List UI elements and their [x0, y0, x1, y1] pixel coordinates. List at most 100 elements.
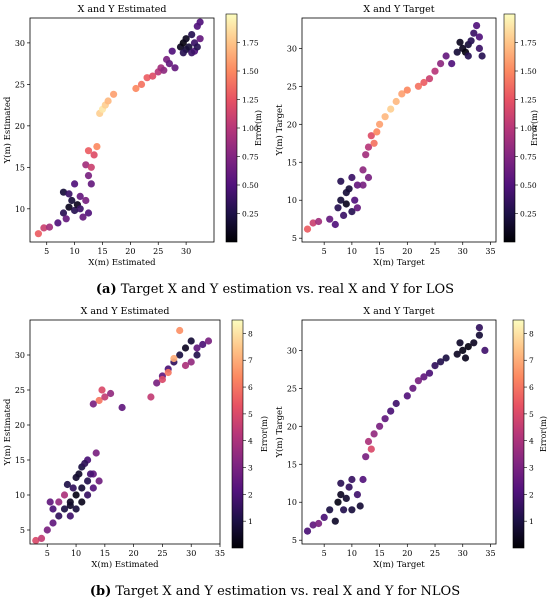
- data-point: [367, 132, 375, 140]
- x-tick-label: 20: [125, 247, 135, 256]
- data-point: [84, 172, 93, 180]
- data-point: [420, 373, 428, 381]
- data-point: [464, 343, 472, 351]
- data-point: [387, 407, 395, 415]
- data-point: [425, 369, 434, 377]
- colorbar-tick-label: 1: [529, 517, 534, 526]
- y-tick-label: 25: [15, 80, 25, 89]
- colorbar: [503, 13, 516, 243]
- colorbar-tick-label: 5: [248, 410, 253, 419]
- y-tick-label: 20: [15, 122, 25, 131]
- data-point: [331, 517, 339, 525]
- data-point: [82, 196, 90, 205]
- data-point: [89, 484, 97, 492]
- data-point: [362, 151, 370, 159]
- chart-title: X and Y Target: [363, 306, 434, 317]
- x-tick-label: 25: [430, 549, 440, 558]
- x-tick-label: 35: [215, 549, 225, 558]
- data-point: [84, 209, 93, 217]
- data-point: [475, 33, 483, 41]
- data-point: [181, 361, 190, 370]
- plot-frame: [29, 17, 215, 243]
- data-point: [132, 84, 140, 93]
- chart-title: X and Y Target: [363, 4, 434, 15]
- data-point: [72, 505, 80, 513]
- x-axis-label: X(m) Target: [373, 257, 425, 268]
- x-tick-label: 25: [153, 247, 163, 256]
- data-point: [87, 163, 95, 171]
- data-point: [181, 344, 190, 352]
- data-point: [348, 506, 356, 514]
- data-point: [60, 505, 69, 513]
- data-point: [345, 483, 353, 491]
- y-tick-label: 15: [287, 460, 297, 469]
- data-point: [362, 453, 370, 461]
- data-point: [475, 44, 483, 53]
- data-point: [414, 377, 422, 385]
- y-tick-label: 5: [292, 536, 297, 545]
- data-point: [60, 491, 69, 499]
- plot-frame: [301, 17, 497, 243]
- x-tick-label: 15: [97, 247, 107, 256]
- data-point: [78, 498, 86, 506]
- data-point: [196, 35, 204, 43]
- data-point: [76, 205, 84, 213]
- data-point: [59, 188, 68, 196]
- colorbar-tick-label: 1.00: [242, 124, 259, 133]
- data-point: [118, 403, 126, 412]
- chart-title: X and Y Estimated: [81, 306, 170, 317]
- x-tick-label: 5: [45, 549, 50, 558]
- colorbar-tick-label: 0.25: [242, 210, 259, 219]
- data-point: [470, 29, 478, 37]
- data-point: [337, 479, 345, 487]
- data-point: [49, 519, 57, 527]
- data-point: [101, 393, 109, 401]
- x-tick-label: 15: [100, 549, 110, 558]
- caption-b-label: (b): [89, 584, 112, 599]
- data-point: [170, 354, 178, 363]
- colorbar-tick-label: 0.75: [242, 153, 259, 162]
- colorbar-tick-label: 0.75: [520, 153, 537, 162]
- data-point: [182, 35, 190, 43]
- data-point: [403, 86, 411, 94]
- x-tick-label: 15: [375, 247, 385, 256]
- data-point: [475, 331, 483, 339]
- y-axis-label: Y(m) Target: [274, 104, 285, 157]
- colorbar: [225, 13, 238, 243]
- x-tick-label: 15: [375, 549, 385, 558]
- data-point: [95, 477, 103, 485]
- x-tick-label: 5: [44, 247, 49, 256]
- data-point: [414, 82, 422, 90]
- y-axis-label: Y(m) Estimated: [2, 96, 13, 164]
- colorbar-tick-label: 3: [248, 464, 253, 473]
- colorbar-tick-label: 7: [248, 356, 253, 365]
- chart-panel-1: X and Y Estimated 5 10 15 20 25 30 10 15 20 25 30 X(…: [2, 4, 263, 268]
- data-point: [104, 97, 112, 105]
- data-point: [87, 180, 95, 188]
- y-tick-label: 20: [287, 120, 297, 129]
- data-point: [359, 181, 367, 189]
- y-tick-label: 15: [287, 158, 297, 167]
- data-point: [66, 512, 74, 520]
- data-point: [69, 484, 77, 492]
- data-point: [448, 60, 456, 68]
- data-point: [409, 384, 417, 392]
- data-point: [65, 203, 73, 211]
- x-tick-label: 25: [430, 247, 440, 256]
- data-point: [392, 399, 400, 408]
- data-point: [453, 48, 461, 56]
- colorbar-tick-label: 1.25: [520, 96, 537, 105]
- x-tick-label: 20: [129, 549, 139, 558]
- data-point: [137, 80, 146, 88]
- data-point: [464, 52, 472, 60]
- data-point: [461, 354, 470, 362]
- x-tick-label: 20: [402, 247, 412, 256]
- data-point: [84, 491, 92, 499]
- data-point: [72, 491, 80, 499]
- data-point: [95, 396, 103, 405]
- y-tick-label: 15: [15, 456, 25, 465]
- colorbar: [512, 319, 525, 549]
- data-point: [78, 484, 86, 492]
- data-point: [168, 47, 176, 55]
- data-point: [442, 52, 450, 60]
